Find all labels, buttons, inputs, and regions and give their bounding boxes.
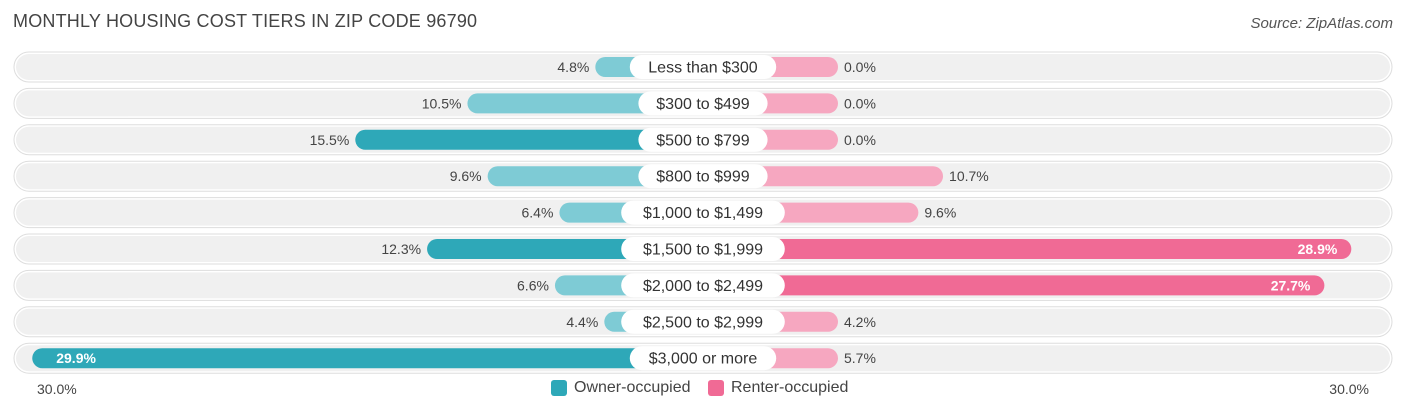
owner-value-label: 10.5%	[422, 95, 462, 111]
category-label-bg	[638, 91, 768, 116]
category-label: $500 to $799	[656, 132, 750, 149]
chart-title: MONTHLY HOUSING COST TIERS IN ZIP CODE 9…	[13, 11, 478, 31]
renter-value-label: 0.0%	[844, 59, 876, 75]
legend-renter: Renter-occupied	[708, 379, 848, 397]
renter-value-label: 0.0%	[844, 95, 876, 111]
renter-value-label: 5.7%	[844, 350, 876, 366]
axis-right-label: 30.0%	[1329, 381, 1369, 397]
category-label-bg	[638, 127, 768, 152]
category-label-bg	[621, 273, 785, 298]
category-label: $3,000 or more	[649, 351, 758, 368]
chart-row: 4.8% 0.0% Less than $300	[13, 51, 1393, 83]
category-label: $300 to $499	[656, 96, 750, 113]
owner-value-label: 6.6%	[517, 277, 549, 293]
renter-value-label: 0.0%	[844, 132, 876, 148]
category-label-bg	[621, 200, 785, 225]
renter-bar	[703, 275, 1325, 296]
owner-value-label: 29.9%	[56, 350, 96, 366]
category-label-bg	[629, 346, 777, 371]
legend: Owner-occupied Renter-occupied	[0, 379, 1406, 401]
chart-row: 12.3% 28.9% $1,500 to $1,999	[13, 233, 1393, 265]
category-label: $1,500 to $1,999	[643, 242, 763, 259]
chart-row: 29.9% 5.7% $3,000 or more	[13, 342, 1393, 374]
axis-left-label: 30.0%	[37, 381, 77, 397]
owner-value-label: 12.3%	[381, 241, 421, 257]
owner-value-label: 4.4%	[566, 314, 598, 330]
category-label-bg	[621, 237, 785, 261]
renter-value-label: 28.9%	[1298, 241, 1338, 257]
owner-value-label: 6.4%	[522, 205, 554, 221]
category-label-bg	[629, 55, 777, 79]
chart-row: 6.6% 27.7% $2,000 to $2,499	[13, 269, 1393, 301]
category-label-bg	[638, 164, 768, 189]
owner-value-label: 9.6%	[450, 168, 482, 184]
category-label: $1,000 to $1,499	[643, 205, 763, 222]
diverging-bar-chart: 4.8% 0.0% Less than $300 10.5% 0.0% $300 to $…	[13, 51, 1393, 374]
category-label: $2,000 to $2,499	[643, 278, 763, 295]
owner-value-label: 4.8%	[557, 59, 589, 75]
legend-renter-label: Renter-occupied	[731, 379, 849, 396]
renter-value-label: 9.6%	[924, 205, 956, 221]
chart-row: 6.4% 9.6% $1,000 to $1,499	[13, 197, 1393, 229]
renter-value-label: 27.7%	[1271, 277, 1311, 293]
category-label: $2,500 to $2,999	[643, 314, 763, 331]
owner-value-label: 15.5%	[310, 132, 350, 148]
category-label: $800 to $999	[656, 169, 750, 186]
chart-row: 15.5% 0.0% $500 to $799	[13, 124, 1393, 156]
renter-value-label: 10.7%	[949, 168, 989, 184]
renter-swatch	[708, 380, 724, 396]
renter-value-label: 4.2%	[844, 314, 876, 330]
chart-row: 10.5% 0.0% $300 to $499	[13, 87, 1393, 119]
owner-bar	[355, 129, 703, 150]
owner-swatch	[551, 380, 567, 396]
legend-owner: Owner-occupied	[551, 379, 691, 397]
owner-bar	[32, 348, 703, 369]
chart-row: 4.4% 4.2% $2,500 to $2,999	[13, 306, 1393, 338]
category-label: Less than $300	[648, 60, 758, 77]
legend-owner-label: Owner-occupied	[574, 379, 691, 396]
renter-bar	[703, 239, 1352, 259]
source-label: Source: ZipAtlas.com	[1250, 15, 1393, 32]
chart-row: 9.6% 10.7% $800 to $999	[13, 160, 1393, 192]
category-label-bg	[621, 309, 785, 334]
